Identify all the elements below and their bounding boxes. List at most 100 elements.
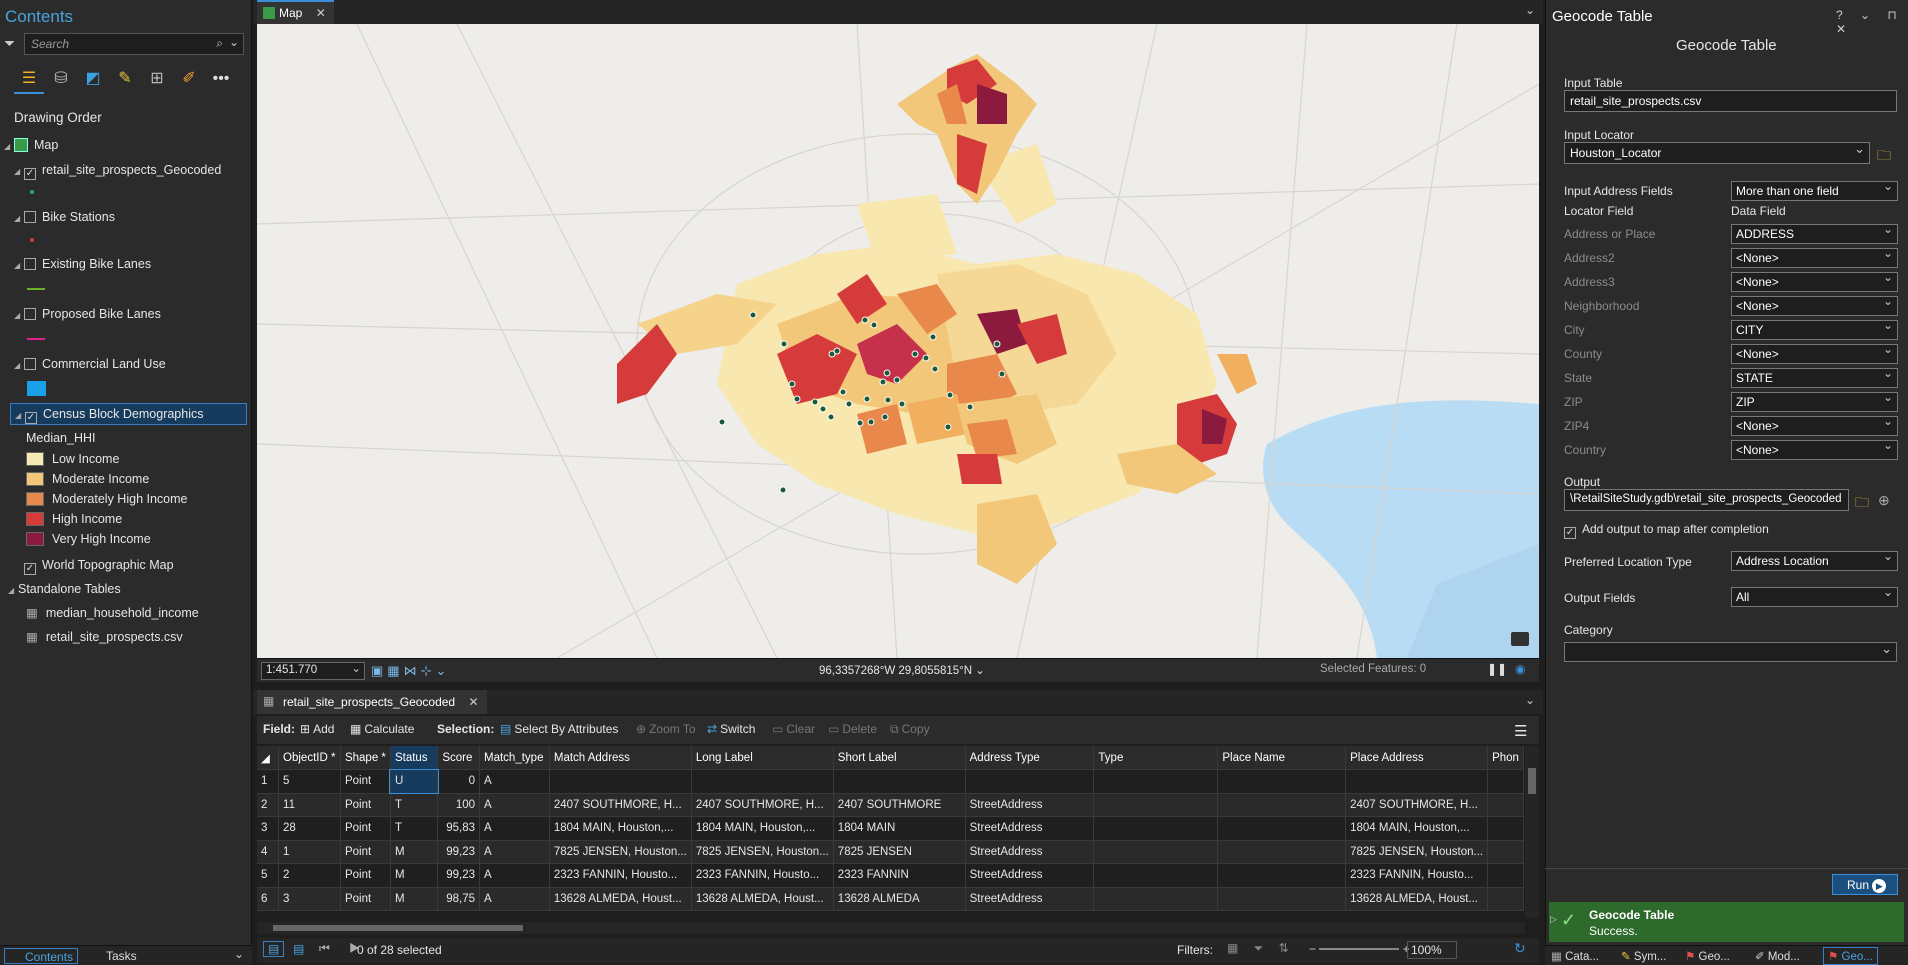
table-cell[interactable]: 2407 SOUTHMORE, H... (691, 793, 834, 817)
table-cell[interactable]: 7825 JENSEN (833, 840, 966, 864)
list-by-drawing-order-icon[interactable]: ☰ (21, 70, 37, 87)
table-cell[interactable]: 7825 JENSEN, Houston... (1345, 840, 1489, 864)
table-cell[interactable]: Point (340, 840, 391, 864)
table-cell[interactable]: 99,23 (437, 863, 481, 888)
table-cell[interactable]: 100 (437, 793, 481, 817)
scale-select[interactable]: 1:451.770 ⌄ (261, 662, 365, 680)
layer-row[interactable]: ◢ Existing Bike Lanes (14, 257, 152, 271)
table-row-item[interactable]: ▦ retail_site_prospects.csv (26, 627, 183, 647)
table-cell[interactable]: Point (340, 887, 391, 911)
table-cell[interactable]: StreetAddress (965, 863, 1095, 888)
table-cell[interactable]: 28 (278, 816, 341, 841)
search-icon[interactable]: ⌕ (216, 36, 223, 50)
table-cell[interactable]: Point (340, 863, 391, 888)
output-field[interactable]: \RetailSiteStudy.gdb\retail_site_prospec… (1564, 489, 1849, 511)
tab-map[interactable]: Map ✕ (257, 0, 334, 24)
filter-icon[interactable]: ⏷ (4, 35, 16, 51)
table-cell[interactable] (1487, 793, 1524, 817)
data-field-select[interactable]: <None> (1731, 294, 1898, 316)
column-header[interactable]: Place Address (1345, 746, 1489, 770)
column-header[interactable]: Match Address (549, 746, 692, 770)
table-view-icon[interactable]: ▤ (263, 941, 285, 957)
table-row[interactable]: 2 11 Point T 100 A 2407 SOUTHMORE, H... 2407 SO… (257, 793, 1524, 817)
table-row[interactable]: 1 5 Point U 0 A (257, 768, 1524, 794)
zoom-level[interactable]: 100% (1407, 941, 1457, 959)
chevron-down-icon[interactable]: ⌄ (1524, 3, 1535, 17)
chevron-down-icon[interactable]: ⌄ (233, 947, 244, 961)
data-field-select[interactable]: <None> (1731, 270, 1898, 292)
table-cell[interactable] (1487, 840, 1524, 864)
table-cell[interactable]: A (479, 769, 550, 794)
table-cell[interactable]: M (390, 840, 439, 864)
table-cell[interactable]: 1804 MAIN, Houston,... (691, 816, 834, 841)
result-banner[interactable]: ▷ ✓ Geocode Table Success. (1549, 902, 1904, 942)
data-field-select[interactable]: <None> (1731, 246, 1898, 268)
table-cell[interactable] (1217, 816, 1347, 841)
table-cell[interactable] (691, 769, 834, 794)
table-cell[interactable]: M (390, 863, 439, 888)
column-header[interactable]: Place Name (1217, 746, 1347, 770)
legend-item[interactable]: High Income (26, 509, 122, 529)
row-number-cell[interactable]: 6 (257, 887, 280, 911)
tab-attribute-table[interactable]: ▦ retail_site_prospects_Geocoded ✕ (257, 690, 487, 714)
globe-icon[interactable]: ⊕ (1878, 492, 1890, 508)
column-header[interactable]: Shape * (340, 746, 391, 770)
table-cell[interactable]: StreetAddress (965, 793, 1095, 817)
table-cell[interactable]: 98,75 (437, 887, 481, 911)
standalone-tables-row[interactable]: ◢ Standalone Tables (8, 582, 121, 596)
table-row-item[interactable]: ▦ median_household_income (26, 603, 199, 623)
layer-checkbox[interactable] (24, 358, 36, 370)
layer-checkbox[interactable]: ✓ (24, 563, 36, 575)
record-navigation-icon[interactable]: ⏮ ▶ (319, 941, 368, 955)
table-cell[interactable]: A (479, 863, 550, 888)
table-cell[interactable] (1487, 863, 1524, 888)
table-cell[interactable]: 5 (278, 769, 341, 794)
close-icon[interactable]: ✕ (468, 695, 479, 709)
table-cell[interactable]: Point (340, 793, 391, 817)
data-field-select[interactable]: ZIP (1731, 390, 1898, 412)
data-field-select[interactable]: <None> (1731, 438, 1898, 460)
table-cell[interactable] (833, 769, 966, 794)
address-fields-select[interactable]: More than one field (1731, 179, 1898, 201)
map-graphic[interactable] (257, 24, 1539, 658)
table-cell[interactable]: 2323 FANNIN, Housto... (549, 863, 692, 888)
table-cell[interactable]: A (479, 840, 550, 864)
layer-row[interactable]: ◢ Bike Stations (14, 210, 115, 224)
column-header[interactable]: ObjectID * (278, 746, 341, 770)
column-header[interactable]: Type (1093, 746, 1219, 770)
add-output-checkbox[interactable]: ✓ Add output to map after completion (1564, 522, 1769, 539)
table-cell[interactable]: 1804 MAIN (833, 816, 966, 841)
zoom-slider[interactable]: − + (1309, 942, 1410, 956)
layer-row[interactable]: ◢ Commercial Land Use (14, 357, 166, 371)
delete-button[interactable]: ▭ Delete (828, 722, 877, 736)
selection-view-icon[interactable]: ▤ (293, 942, 305, 956)
column-header-status[interactable]: Status (390, 746, 439, 770)
filter-icons[interactable]: ▦ ⏷ ⇅ (1227, 941, 1295, 955)
table-cell[interactable] (1217, 769, 1347, 794)
table-cell[interactable] (1093, 840, 1219, 864)
tab-tasks[interactable]: Tasks (86, 949, 137, 963)
table-cell[interactable]: 1 (278, 840, 341, 864)
chevron-down-icon[interactable]: ⌄ (228, 35, 239, 49)
data-field-select[interactable]: STATE (1731, 366, 1898, 388)
row-selector-header[interactable]: ◢ (257, 746, 280, 770)
layer-checkbox[interactable] (24, 258, 36, 270)
layer-checkbox[interactable] (24, 211, 36, 223)
table-cell[interactable] (1487, 816, 1524, 841)
table-cell[interactable] (1217, 840, 1347, 864)
folder-icon[interactable]: 🗀 (1855, 494, 1869, 510)
table-cell[interactable] (1093, 863, 1219, 888)
basemap-row[interactable]: ✓ World Topographic Map (24, 555, 174, 575)
pref-loc-select[interactable]: Address Location (1731, 549, 1898, 571)
table-cell[interactable]: 13628 ALMEDA, Houst... (691, 887, 834, 911)
table-cell[interactable]: 2323 FANNIN, Housto... (691, 863, 834, 888)
legend-item[interactable]: Low Income (26, 449, 119, 469)
table-cell[interactable]: 2407 SOUTHMORE (833, 793, 966, 817)
layer-checkbox[interactable]: ✓ (24, 168, 36, 180)
folder-icon[interactable]: 🗀 (1877, 147, 1891, 163)
table-cell[interactable]: Point (340, 816, 391, 841)
legend-item[interactable]: Very High Income (26, 529, 151, 549)
attribute-table-grid[interactable]: ◢ ObjectID * Shape * Status Score Match_… (257, 746, 1524, 918)
data-field-select[interactable]: <None> (1731, 414, 1898, 436)
row-number-cell[interactable]: 2 (257, 793, 280, 817)
